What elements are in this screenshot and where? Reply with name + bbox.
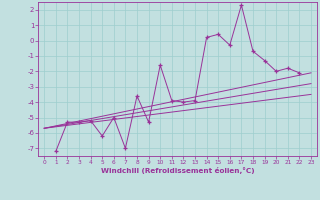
X-axis label: Windchill (Refroidissement éolien,°C): Windchill (Refroidissement éolien,°C) bbox=[101, 167, 254, 174]
